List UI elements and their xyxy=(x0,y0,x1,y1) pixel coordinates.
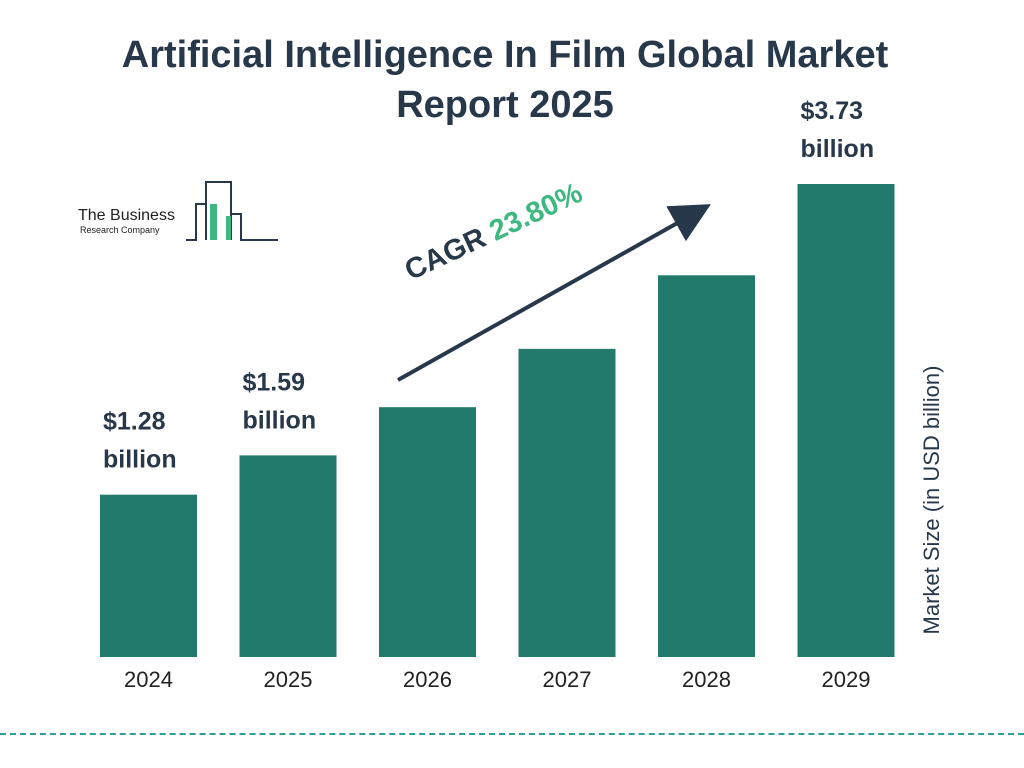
x-tick-2029: 2029 xyxy=(822,667,871,692)
x-tick-2026: 2026 xyxy=(403,667,452,692)
value-label-2024: billion xyxy=(103,446,177,474)
value-label-2025: $1.59 xyxy=(243,368,306,396)
bar-2027 xyxy=(518,348,616,657)
bar-2026 xyxy=(379,407,476,657)
x-tick-2024: 2024 xyxy=(124,667,173,692)
bar-2025 xyxy=(239,455,337,657)
bar-2024 xyxy=(100,494,197,657)
value-label-2029: $3.73 xyxy=(801,97,864,125)
value-label-2024: $1.28 xyxy=(103,408,166,436)
value-label-2025: billion xyxy=(243,406,317,434)
bottom-divider xyxy=(0,733,1024,735)
x-tick-2028: 2028 xyxy=(682,667,731,692)
value-label-2029: billion xyxy=(801,135,875,163)
chart-title: Artificial Intelligence In Film Global M… xyxy=(121,34,889,126)
x-tick-2025: 2025 xyxy=(264,667,313,692)
company-logo: The Business Research Company xyxy=(78,180,288,244)
logo-bars-icon xyxy=(186,181,278,241)
cagr-arrow xyxy=(397,204,711,382)
bar-2029 xyxy=(797,184,895,657)
bar-2028 xyxy=(658,275,755,657)
x-tick-2027: 2027 xyxy=(543,667,592,692)
logo-subtext: Research Company xyxy=(80,225,160,235)
y-axis-label: Market Size (in USD billion) xyxy=(919,365,944,635)
logo-text: The Business xyxy=(78,207,175,224)
